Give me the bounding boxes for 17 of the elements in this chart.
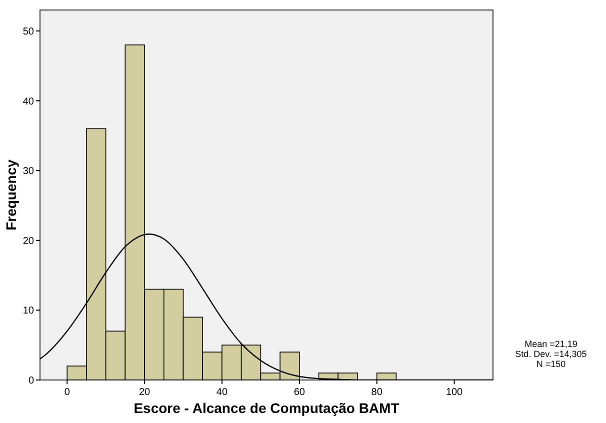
y-axis-title: Frequency xyxy=(3,159,19,230)
x-tick-label: 0 xyxy=(64,387,70,398)
x-axis-title: Escore - Alcance de Computação BAMT xyxy=(134,400,400,416)
y-tick-label: 30 xyxy=(22,166,34,178)
text: N =150 xyxy=(536,359,566,369)
x-tick-label: 60 xyxy=(294,387,306,398)
x-tick-label: 100 xyxy=(446,387,464,398)
y-tick-label: 0 xyxy=(28,376,34,386)
y-tick-label: 10 xyxy=(22,306,34,317)
y-tick-label: 50 xyxy=(22,26,34,38)
text: Mean =21,19 xyxy=(524,339,578,349)
x-tick-label: 20 xyxy=(138,387,151,398)
x-tick-label: 80 xyxy=(371,387,383,398)
y-tick-label: 40 xyxy=(22,96,34,108)
y-tick-label: 20 xyxy=(22,236,34,247)
text: Std. Dev. =14,305 xyxy=(515,349,587,359)
x-tick-label: 40 xyxy=(216,387,228,398)
